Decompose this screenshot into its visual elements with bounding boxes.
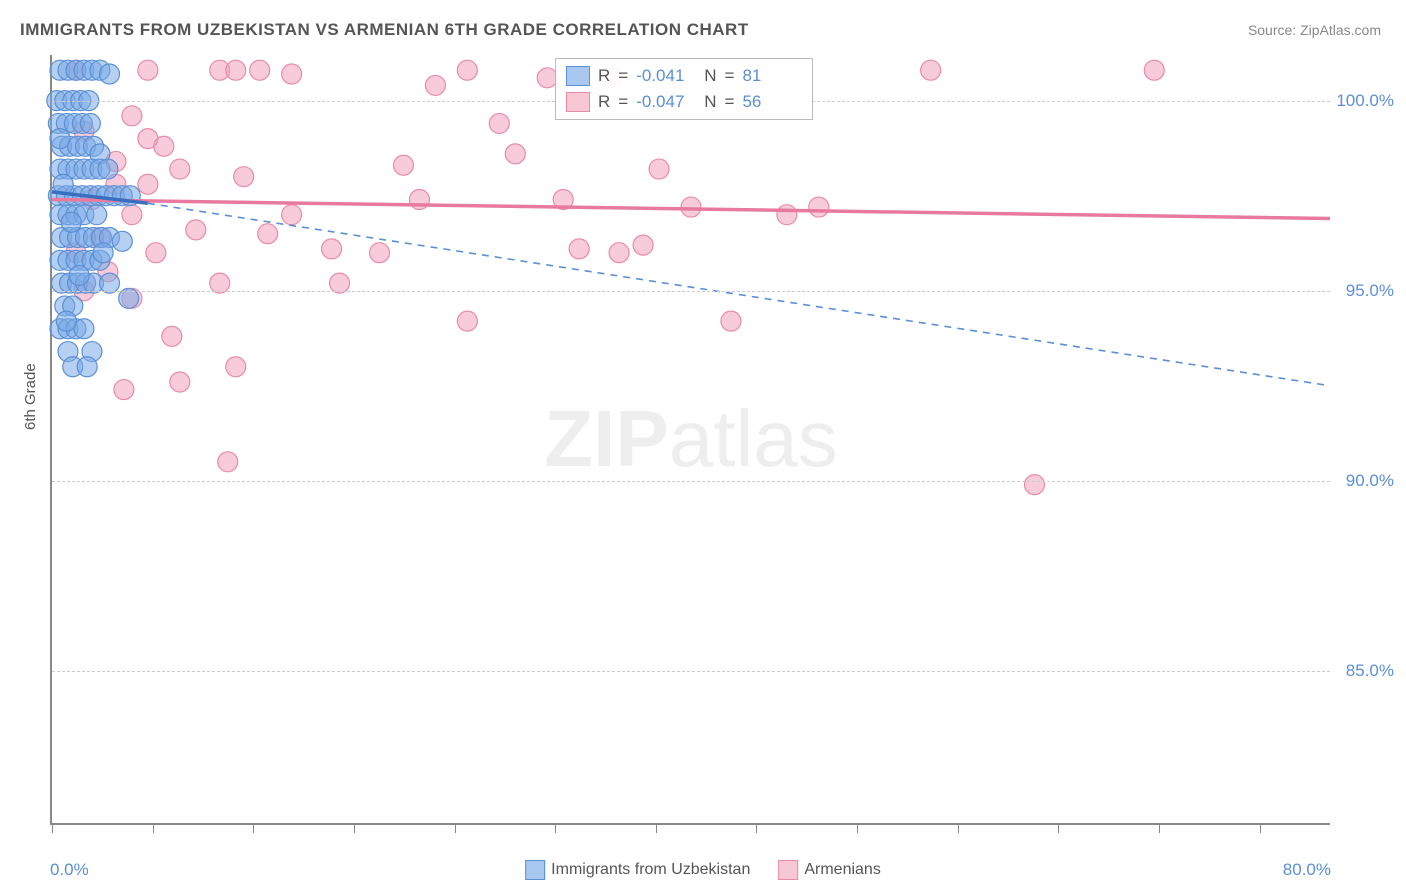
legend-label: Immigrants from Uzbekistan <box>551 861 750 878</box>
stats-swatch-icon <box>566 92 590 112</box>
stats-n-label: N <box>704 89 716 115</box>
legend-swatch-icon <box>525 860 545 880</box>
stats-r-label: R <box>598 63 610 89</box>
stats-n-value: 81 <box>742 63 802 89</box>
stats-swatch-icon <box>566 66 590 86</box>
legend-label: Armenians <box>804 861 880 878</box>
stats-row: R = -0.047 N = 56 <box>566 89 802 115</box>
stats-equals: = <box>618 89 628 115</box>
y-tick-label: 85.0% <box>1346 661 1394 681</box>
stats-n-label: N <box>704 63 716 89</box>
legend-swatch-icon <box>778 860 798 880</box>
y-tick-label: 90.0% <box>1346 471 1394 491</box>
stats-equals: = <box>725 89 735 115</box>
stats-r-value: -0.041 <box>636 63 696 89</box>
chart-svg <box>52 55 1330 823</box>
stats-r-label: R <box>598 89 610 115</box>
stats-n-value: 56 <box>742 89 802 115</box>
stats-equals: = <box>618 63 628 89</box>
chart-title: IMMIGRANTS FROM UZBEKISTAN VS ARMENIAN 6… <box>20 20 749 40</box>
x-axis-max-label: 80.0% <box>1283 860 1331 880</box>
legend-item: Immigrants from Uzbekistan <box>525 860 750 880</box>
stats-r-value: -0.047 <box>636 89 696 115</box>
x-axis-min-label: 0.0% <box>50 860 89 880</box>
y-tick-label: 100.0% <box>1336 91 1394 111</box>
source-label: Source: ZipAtlas.com <box>1248 22 1381 38</box>
y-axis-label: 6th Grade <box>22 363 39 430</box>
plot-area: ZIPatlas <box>50 55 1330 825</box>
stats-legend: R = -0.041 N = 81 R = -0.047 N = 56 <box>555 58 813 120</box>
y-tick-label: 95.0% <box>1346 281 1394 301</box>
legend-item: Armenians <box>778 860 880 880</box>
bottom-legend: Immigrants from Uzbekistan Armenians <box>525 860 881 880</box>
stats-equals: = <box>725 63 735 89</box>
stats-row: R = -0.041 N = 81 <box>566 63 802 89</box>
chart-container: IMMIGRANTS FROM UZBEKISTAN VS ARMENIAN 6… <box>0 0 1406 892</box>
